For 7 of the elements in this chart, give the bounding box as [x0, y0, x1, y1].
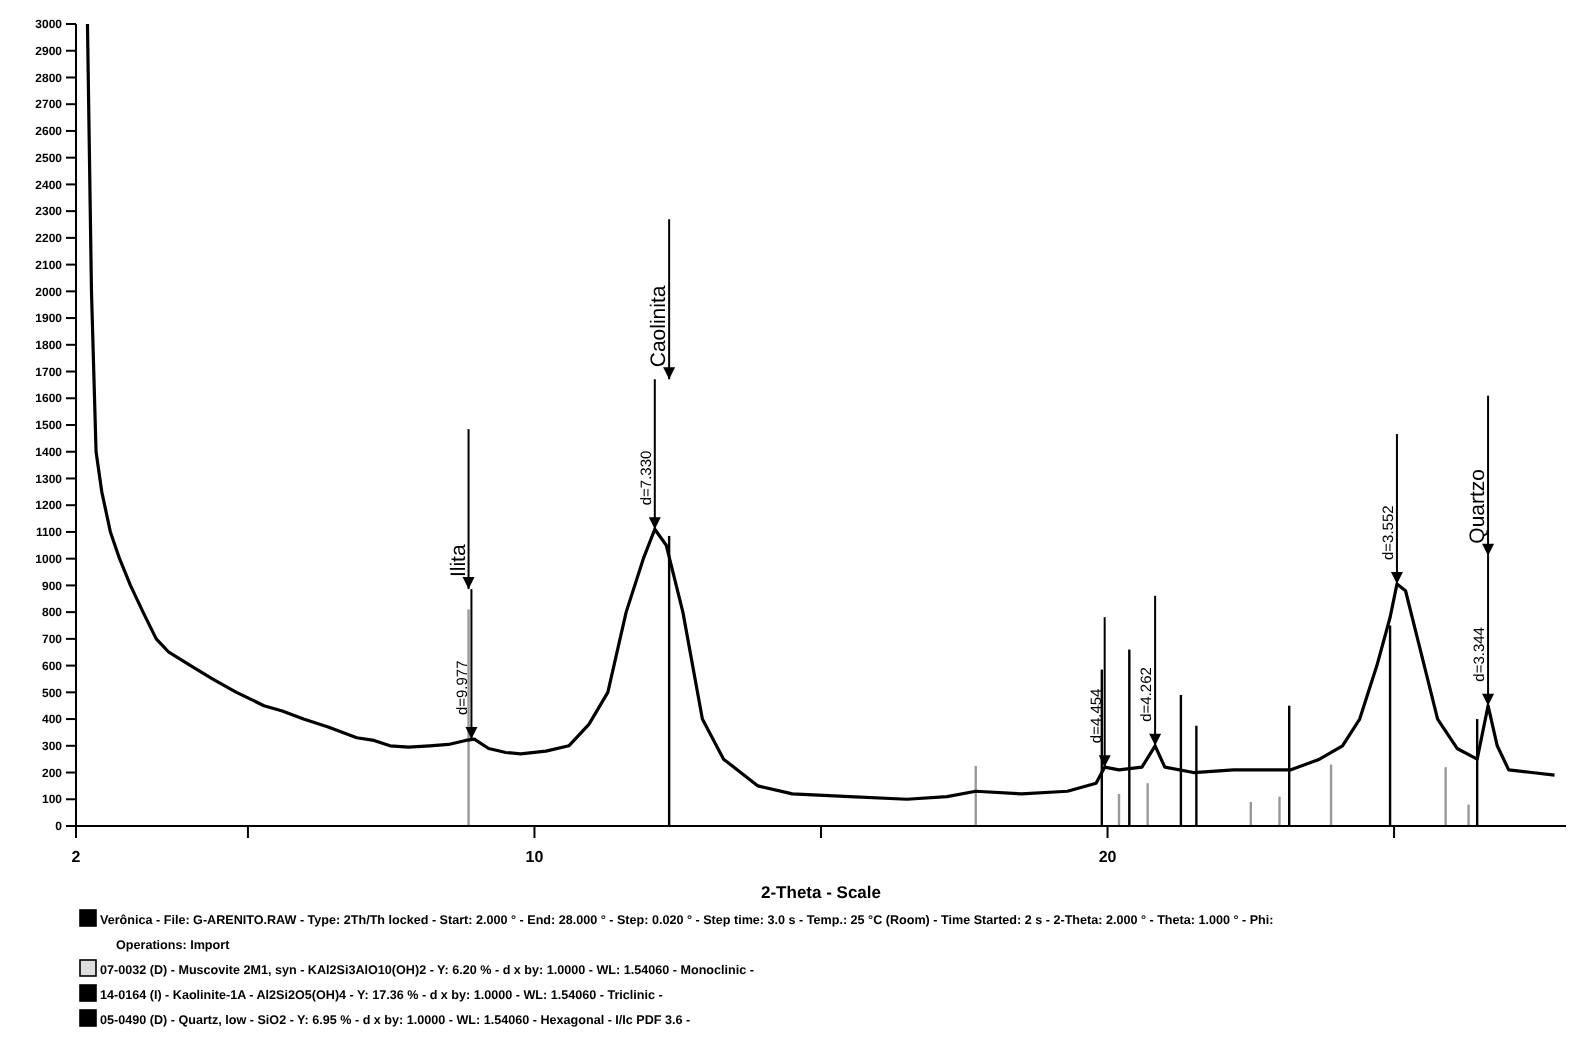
x-tick-label: 20 — [1098, 848, 1118, 866]
annotation: Ilita — [446, 544, 471, 578]
x-axis-title: 2-Theta - Scale — [761, 882, 882, 902]
x-tick-label: 2 — [71, 848, 82, 866]
annotation: Quartzo — [1466, 468, 1491, 544]
x-tick-label: 10 — [525, 848, 545, 866]
annotation: Caolinita — [647, 285, 672, 368]
